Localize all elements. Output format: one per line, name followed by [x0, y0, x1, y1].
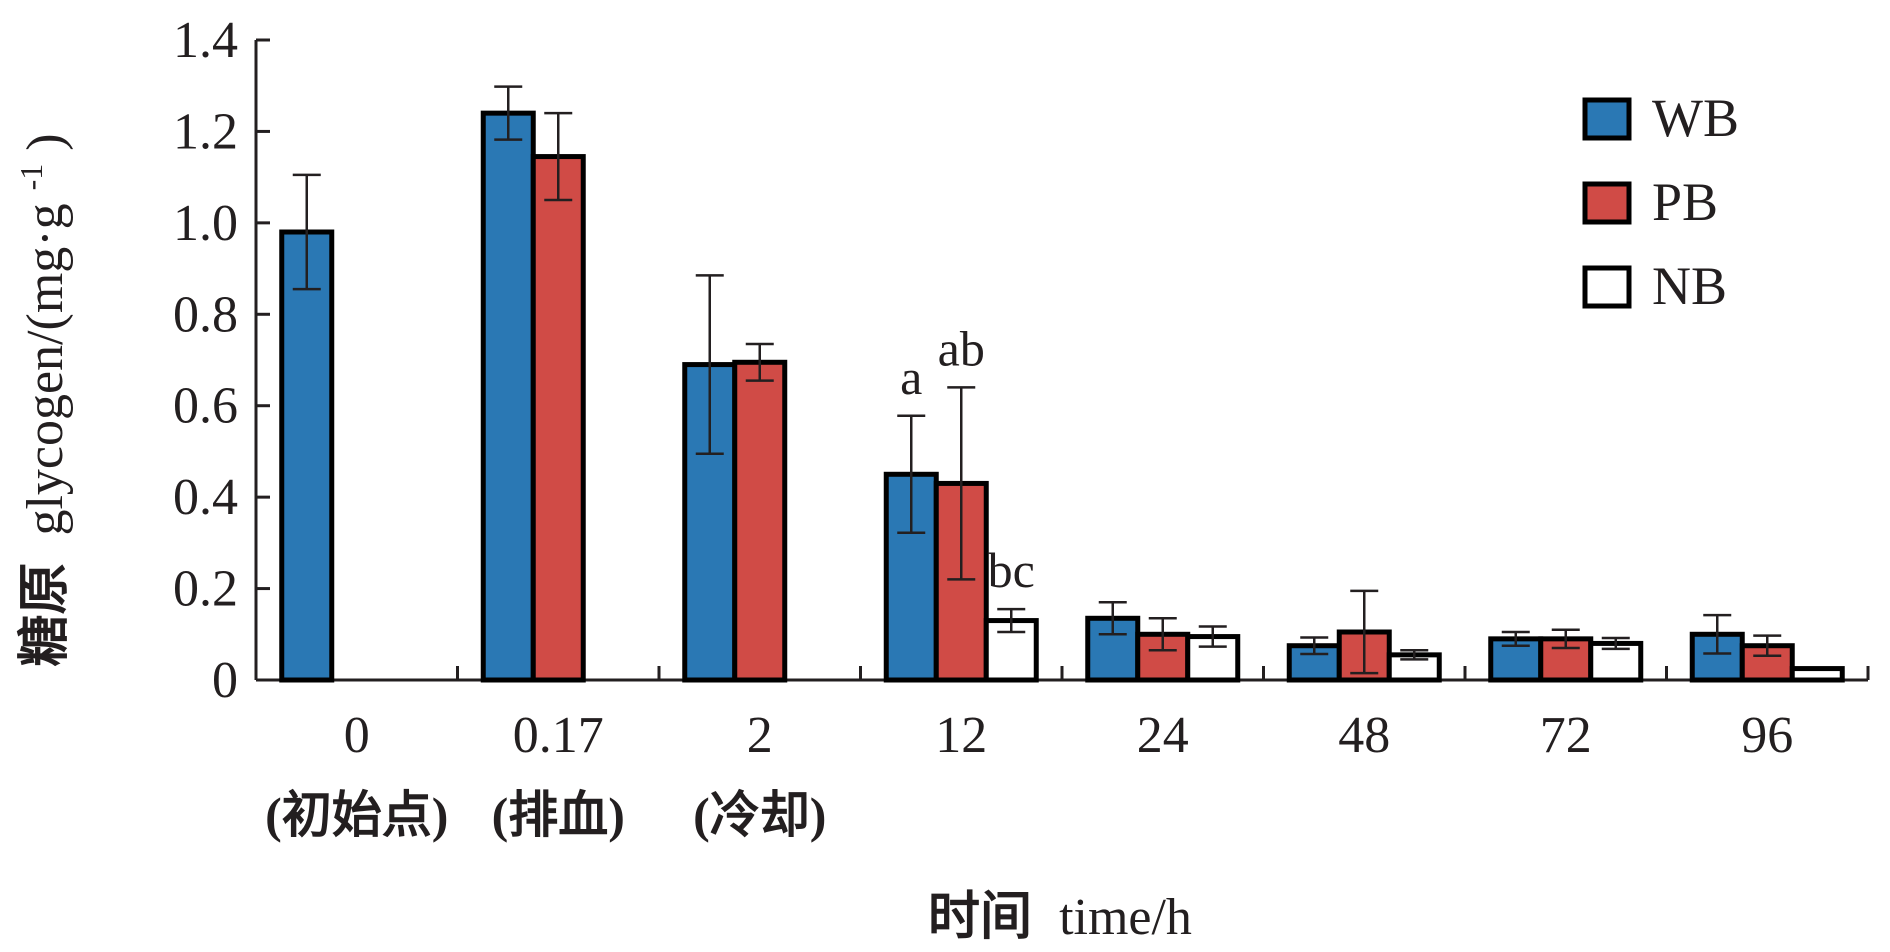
y-axis-label-sup: -1: [13, 164, 49, 191]
x-tick-label: 0: [344, 707, 370, 764]
y-axis-label: 糖原 glycogen/(mg·g -1 ): [0, 133, 75, 666]
significance-label: a: [900, 349, 922, 405]
y-tick-label: 0.4: [173, 469, 238, 526]
bar-pb: [530, 154, 586, 683]
y-tick-label: 0.8: [173, 286, 238, 343]
bar-wb: [279, 229, 335, 683]
y-tick-label: 0: [212, 652, 238, 709]
y-tick-label: 0.6: [173, 378, 238, 435]
legend-swatch-wb: [1582, 97, 1632, 141]
significance-label: ab: [938, 320, 985, 376]
bar-nb: [1789, 666, 1845, 683]
x-sub-label: (初始点): [265, 787, 448, 843]
bar-nb: [1588, 640, 1644, 683]
x-sub-label: (排血): [492, 787, 625, 843]
y-tick-label: 1.0: [173, 195, 238, 252]
y-axis-label-close: ): [17, 133, 74, 150]
x-tick-label: 12: [935, 707, 987, 764]
x-sub-label: (冷却): [693, 787, 826, 843]
x-tick-label: 72: [1540, 707, 1592, 764]
y-tick-label: 1.2: [173, 103, 238, 160]
bar-wb: [480, 110, 536, 683]
x-axis-label-en: time/h: [1059, 889, 1192, 946]
legend-label-pb: PB: [1652, 172, 1718, 232]
x-axis: 0 (初始点) 0.17 (排血) 2 (冷却) 12 24 48 72 96: [256, 666, 1870, 843]
legend-label-wb: WB: [1652, 88, 1739, 148]
x-tick-label: 96: [1741, 707, 1793, 764]
legend-swatch-pb: [1582, 181, 1632, 225]
y-axis-label-zh: 糖原: [15, 563, 75, 667]
x-tick-label: 48: [1338, 707, 1390, 764]
legend-label-nb: NB: [1652, 256, 1727, 316]
bar-pb: [732, 359, 788, 683]
bar-pb: [933, 480, 989, 683]
y-tick-label: 0.2: [173, 561, 238, 618]
x-axis-label-zh: 时间: [928, 887, 1032, 947]
y-axis: 0 0.2 0.4 0.6 0.8 1.0 1.2 1.4: [173, 12, 270, 709]
bars-group: [279, 110, 1845, 683]
legend: WB PB NB: [1582, 88, 1739, 316]
annotations-group: aab bc: [900, 320, 1035, 598]
legend-swatch-nb: [1582, 265, 1632, 309]
significance-label: bc: [988, 542, 1035, 598]
y-tick-label: 1.4: [173, 12, 238, 69]
x-tick-label: 0.17: [513, 707, 604, 764]
error-bars-group: [292, 85, 1782, 675]
y-axis-label-en: glycogen/(mg·g: [17, 203, 74, 535]
x-tick-label: 24: [1137, 707, 1189, 764]
x-axis-label: 时间 time/h: [928, 887, 1192, 947]
x-tick-label: 2: [747, 707, 773, 764]
